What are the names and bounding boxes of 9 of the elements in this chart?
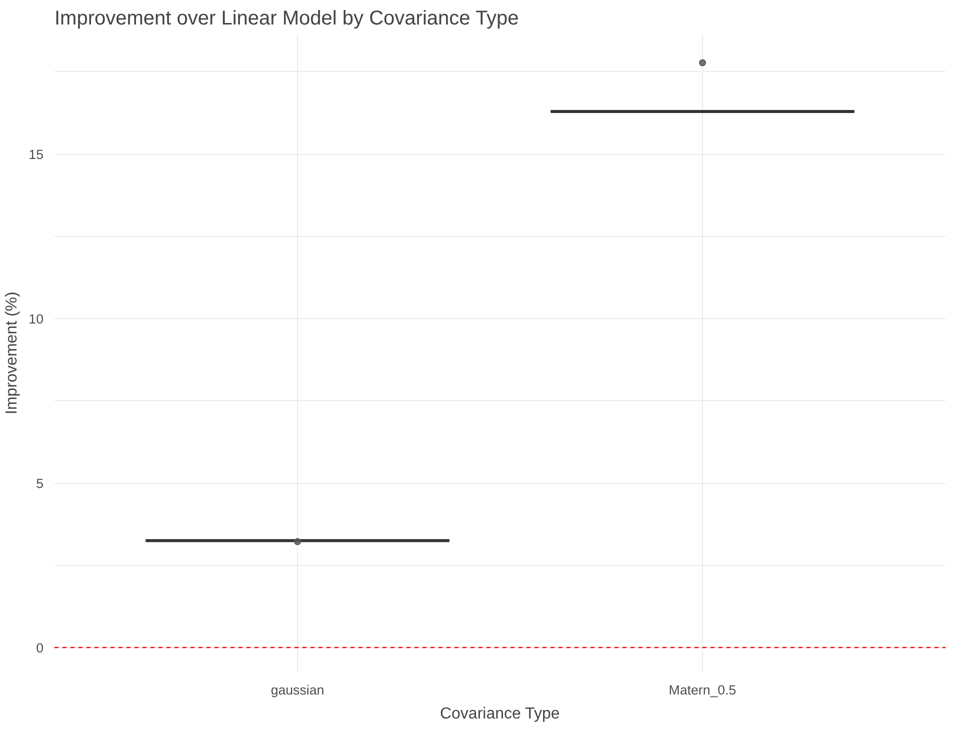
y-axis-title: Improvement (%)	[4, 292, 21, 414]
y-tick-label: 15	[28, 147, 44, 162]
x-axis-title: Covariance Type	[440, 706, 560, 722]
x-tick-label: gaussian	[270, 682, 324, 698]
x-tick-label: Matern_0.5	[668, 682, 736, 698]
y-tick-label: 5	[36, 476, 44, 492]
y-tick-label: 10	[28, 312, 44, 327]
chart-title: Improvement over Linear Model by Covariance Type	[54, 8, 519, 30]
y-tick-label: 0	[36, 640, 44, 656]
